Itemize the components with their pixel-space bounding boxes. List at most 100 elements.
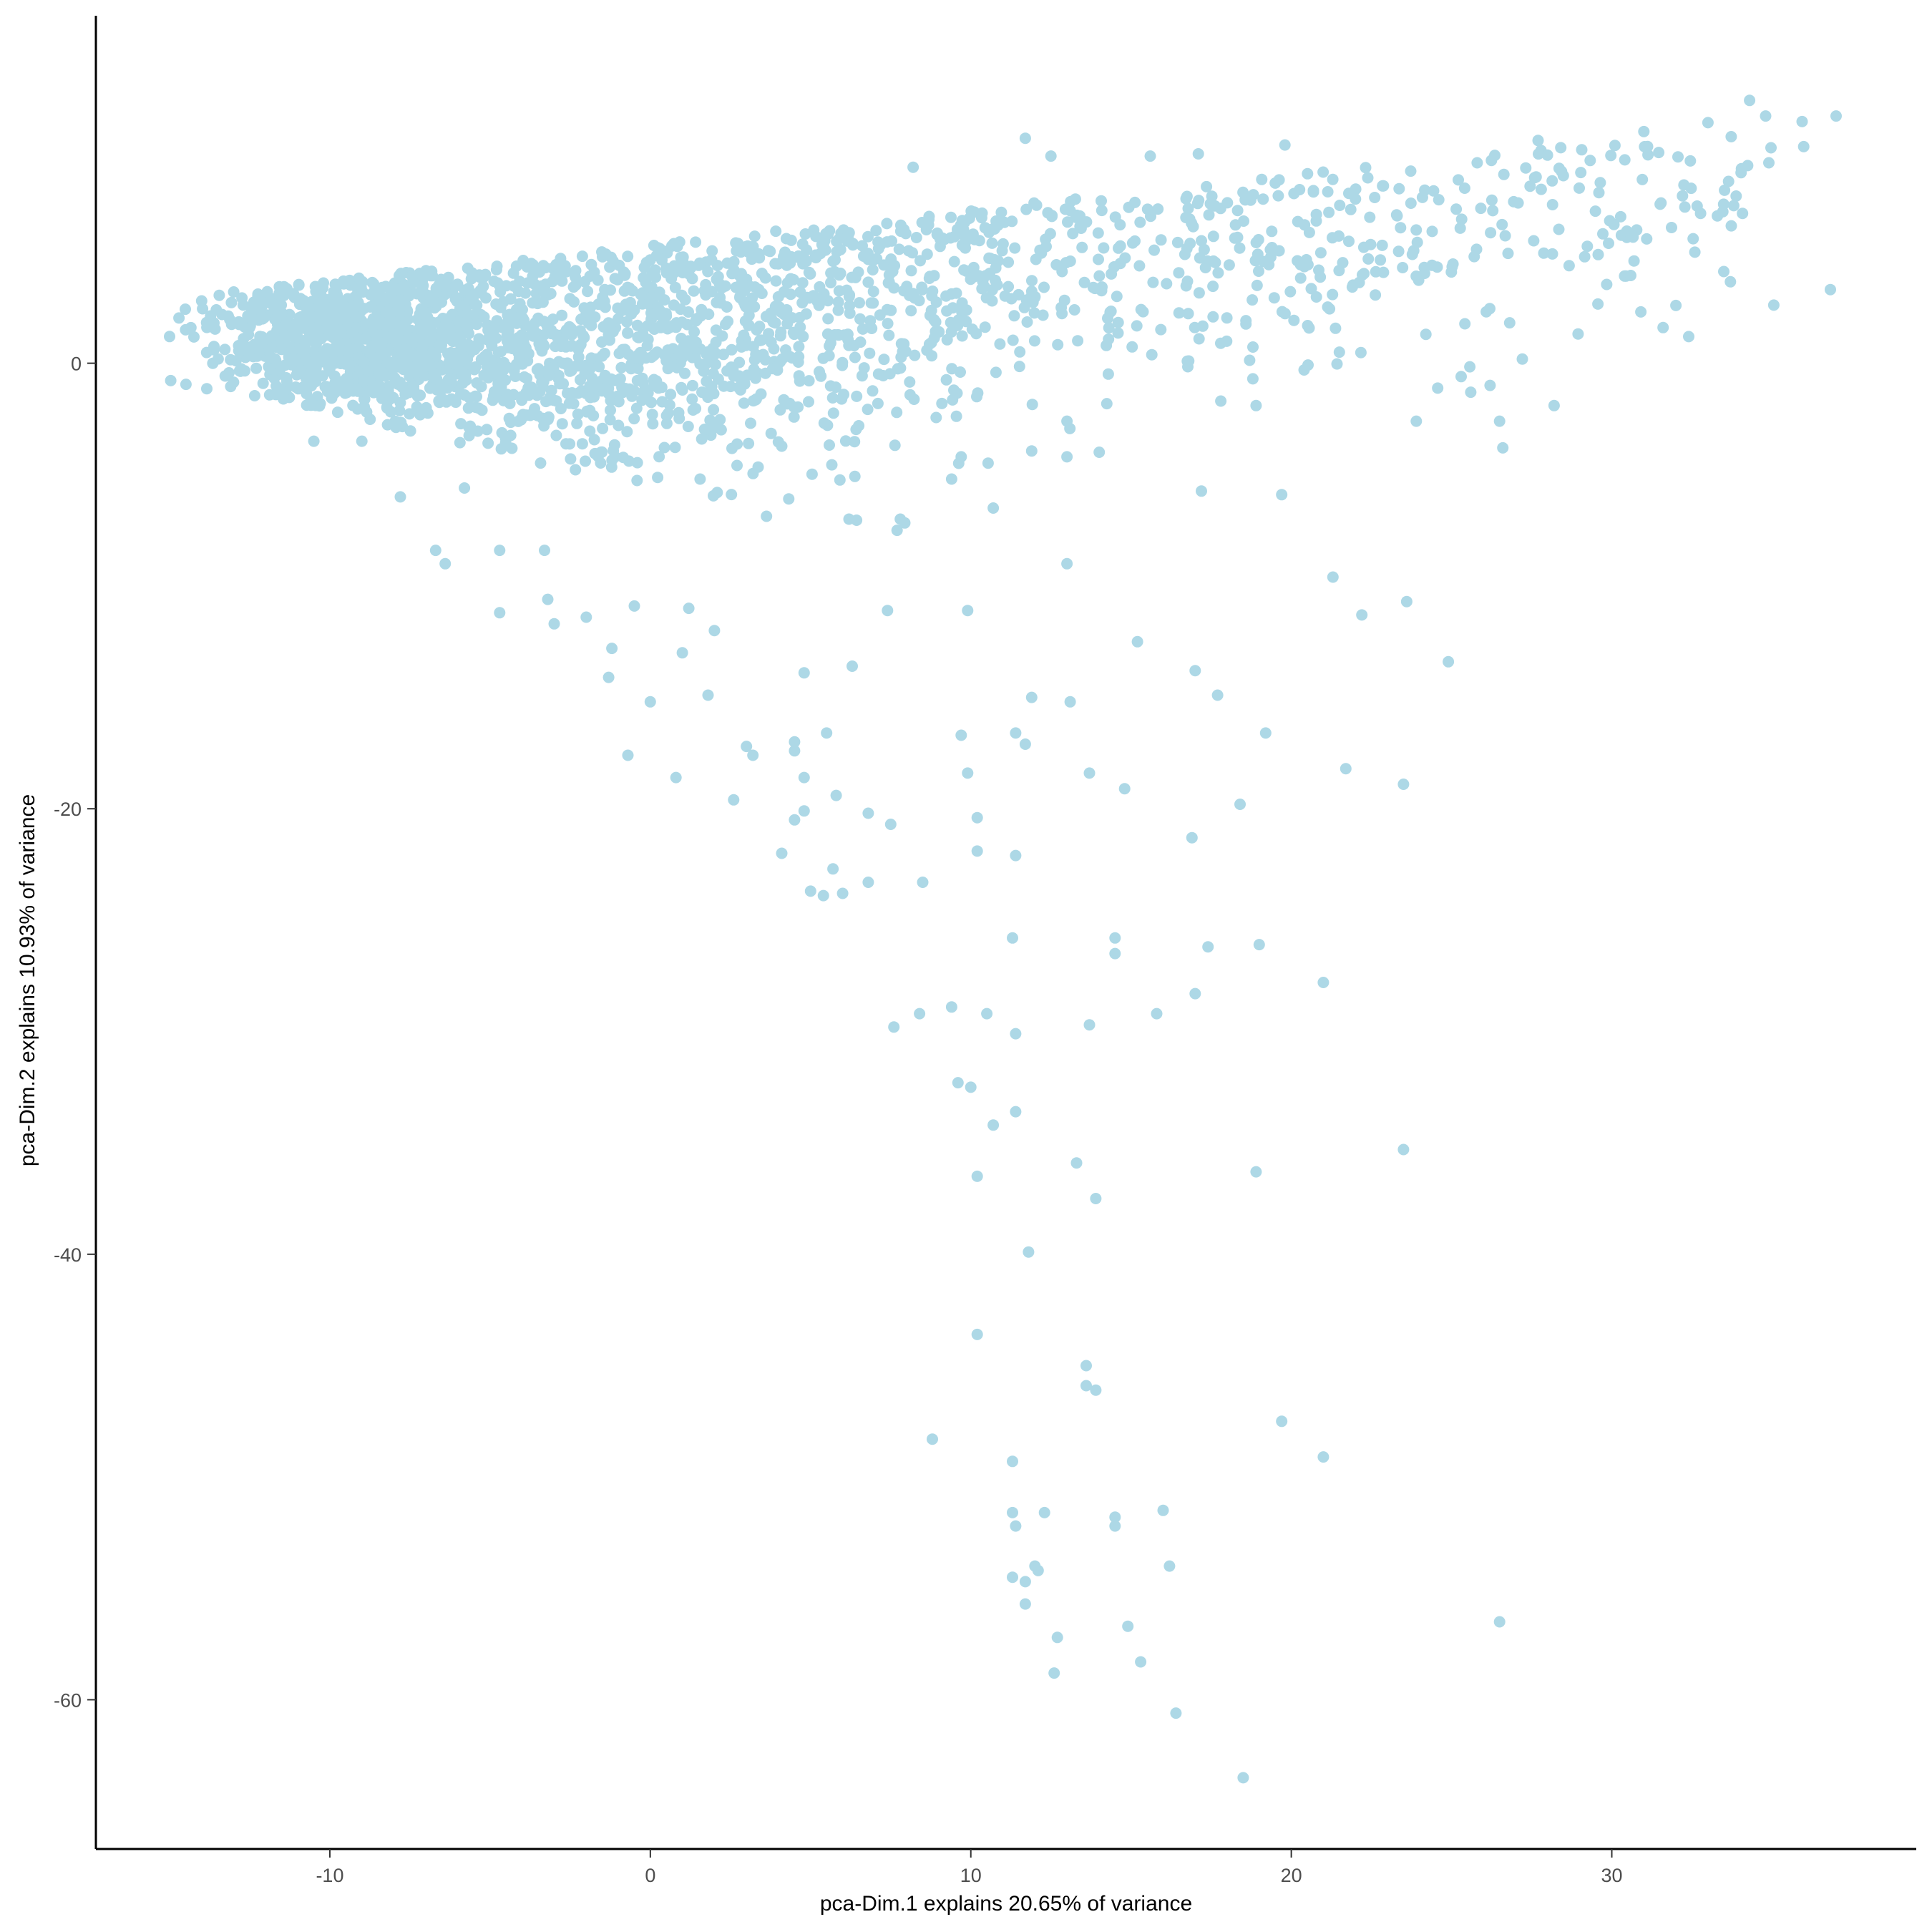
data-point — [658, 441, 670, 454]
data-point — [613, 419, 625, 431]
data-point — [1151, 1008, 1163, 1020]
data-point — [1579, 250, 1591, 263]
data-point — [459, 389, 471, 401]
data-point — [472, 425, 484, 437]
data-point — [1007, 932, 1018, 944]
data-point — [605, 373, 618, 385]
data-point — [781, 318, 794, 330]
data-point — [1395, 222, 1407, 234]
data-point — [588, 434, 600, 446]
data-point — [1574, 182, 1585, 194]
data-point — [542, 593, 554, 605]
data-point — [555, 403, 567, 414]
y-tick-label: -20 — [54, 799, 82, 820]
data-point — [851, 390, 863, 402]
data-point — [776, 847, 788, 859]
data-point — [279, 319, 291, 331]
data-point — [826, 459, 838, 471]
data-point — [1221, 312, 1233, 324]
data-point — [1796, 115, 1808, 127]
data-point — [1180, 192, 1192, 205]
data-point — [708, 625, 721, 637]
data-point — [624, 296, 636, 308]
data-point — [1516, 353, 1528, 365]
data-point — [628, 413, 640, 425]
data-point — [738, 397, 750, 409]
data-point — [803, 396, 814, 408]
data-point — [429, 347, 441, 359]
data-point — [582, 286, 594, 298]
data-point — [290, 381, 302, 393]
data-point — [1327, 571, 1339, 583]
data-point — [364, 384, 376, 396]
data-point — [1557, 170, 1569, 182]
data-point — [1572, 328, 1584, 340]
data-point — [1797, 140, 1810, 152]
data-point — [510, 358, 522, 371]
data-point — [926, 350, 938, 362]
data-point — [321, 386, 333, 398]
data-point — [797, 331, 809, 343]
data-point — [328, 370, 341, 382]
data-point — [1317, 166, 1330, 178]
data-point — [228, 286, 240, 298]
data-point — [670, 321, 682, 333]
data-point — [385, 282, 397, 294]
data-point — [584, 425, 596, 437]
data-point — [615, 361, 628, 374]
data-point — [849, 470, 861, 482]
data-point — [1830, 110, 1842, 122]
data-point — [439, 326, 450, 338]
data-point — [721, 301, 733, 313]
data-point — [560, 265, 572, 278]
data-point — [459, 369, 472, 381]
data-point — [1447, 258, 1459, 270]
data-point — [1061, 415, 1073, 427]
data-point — [1189, 665, 1201, 677]
data-point — [1090, 1384, 1102, 1396]
data-point — [1484, 379, 1496, 391]
data-point — [751, 324, 763, 336]
data-point — [755, 388, 767, 400]
data-point — [904, 376, 916, 388]
data-point — [299, 371, 311, 382]
data-point — [550, 429, 562, 441]
data-point — [554, 378, 566, 390]
data-point — [711, 260, 723, 272]
data-point — [1093, 270, 1106, 282]
data-point — [1294, 272, 1307, 284]
data-point — [1244, 194, 1257, 206]
data-point — [867, 297, 879, 309]
data-point — [620, 383, 632, 395]
data-point — [769, 258, 781, 270]
data-point — [1238, 215, 1249, 227]
data-point — [1391, 210, 1403, 222]
data-point — [833, 233, 845, 245]
data-point — [713, 278, 726, 290]
data-point — [638, 272, 650, 284]
data-point — [1209, 256, 1221, 268]
data-point — [1355, 346, 1367, 358]
data-point — [928, 332, 940, 344]
data-point — [416, 283, 429, 296]
data-point — [1194, 252, 1206, 264]
data-point — [1284, 286, 1297, 298]
data-point — [882, 605, 894, 617]
data-point — [544, 394, 556, 406]
x-tick-label: -10 — [316, 1865, 343, 1886]
data-point — [1735, 162, 1747, 175]
data-point — [503, 412, 515, 424]
data-point — [1276, 1415, 1288, 1428]
data-point — [740, 339, 752, 351]
data-point — [883, 276, 895, 288]
data-point — [1048, 1667, 1060, 1679]
data-point — [1468, 250, 1480, 263]
data-point — [1192, 148, 1204, 160]
data-point — [1493, 415, 1506, 427]
data-point — [1102, 368, 1114, 380]
data-point — [346, 301, 358, 313]
data-point — [1576, 144, 1588, 156]
data-point — [679, 367, 691, 379]
data-point — [747, 749, 759, 761]
data-point — [810, 230, 822, 243]
